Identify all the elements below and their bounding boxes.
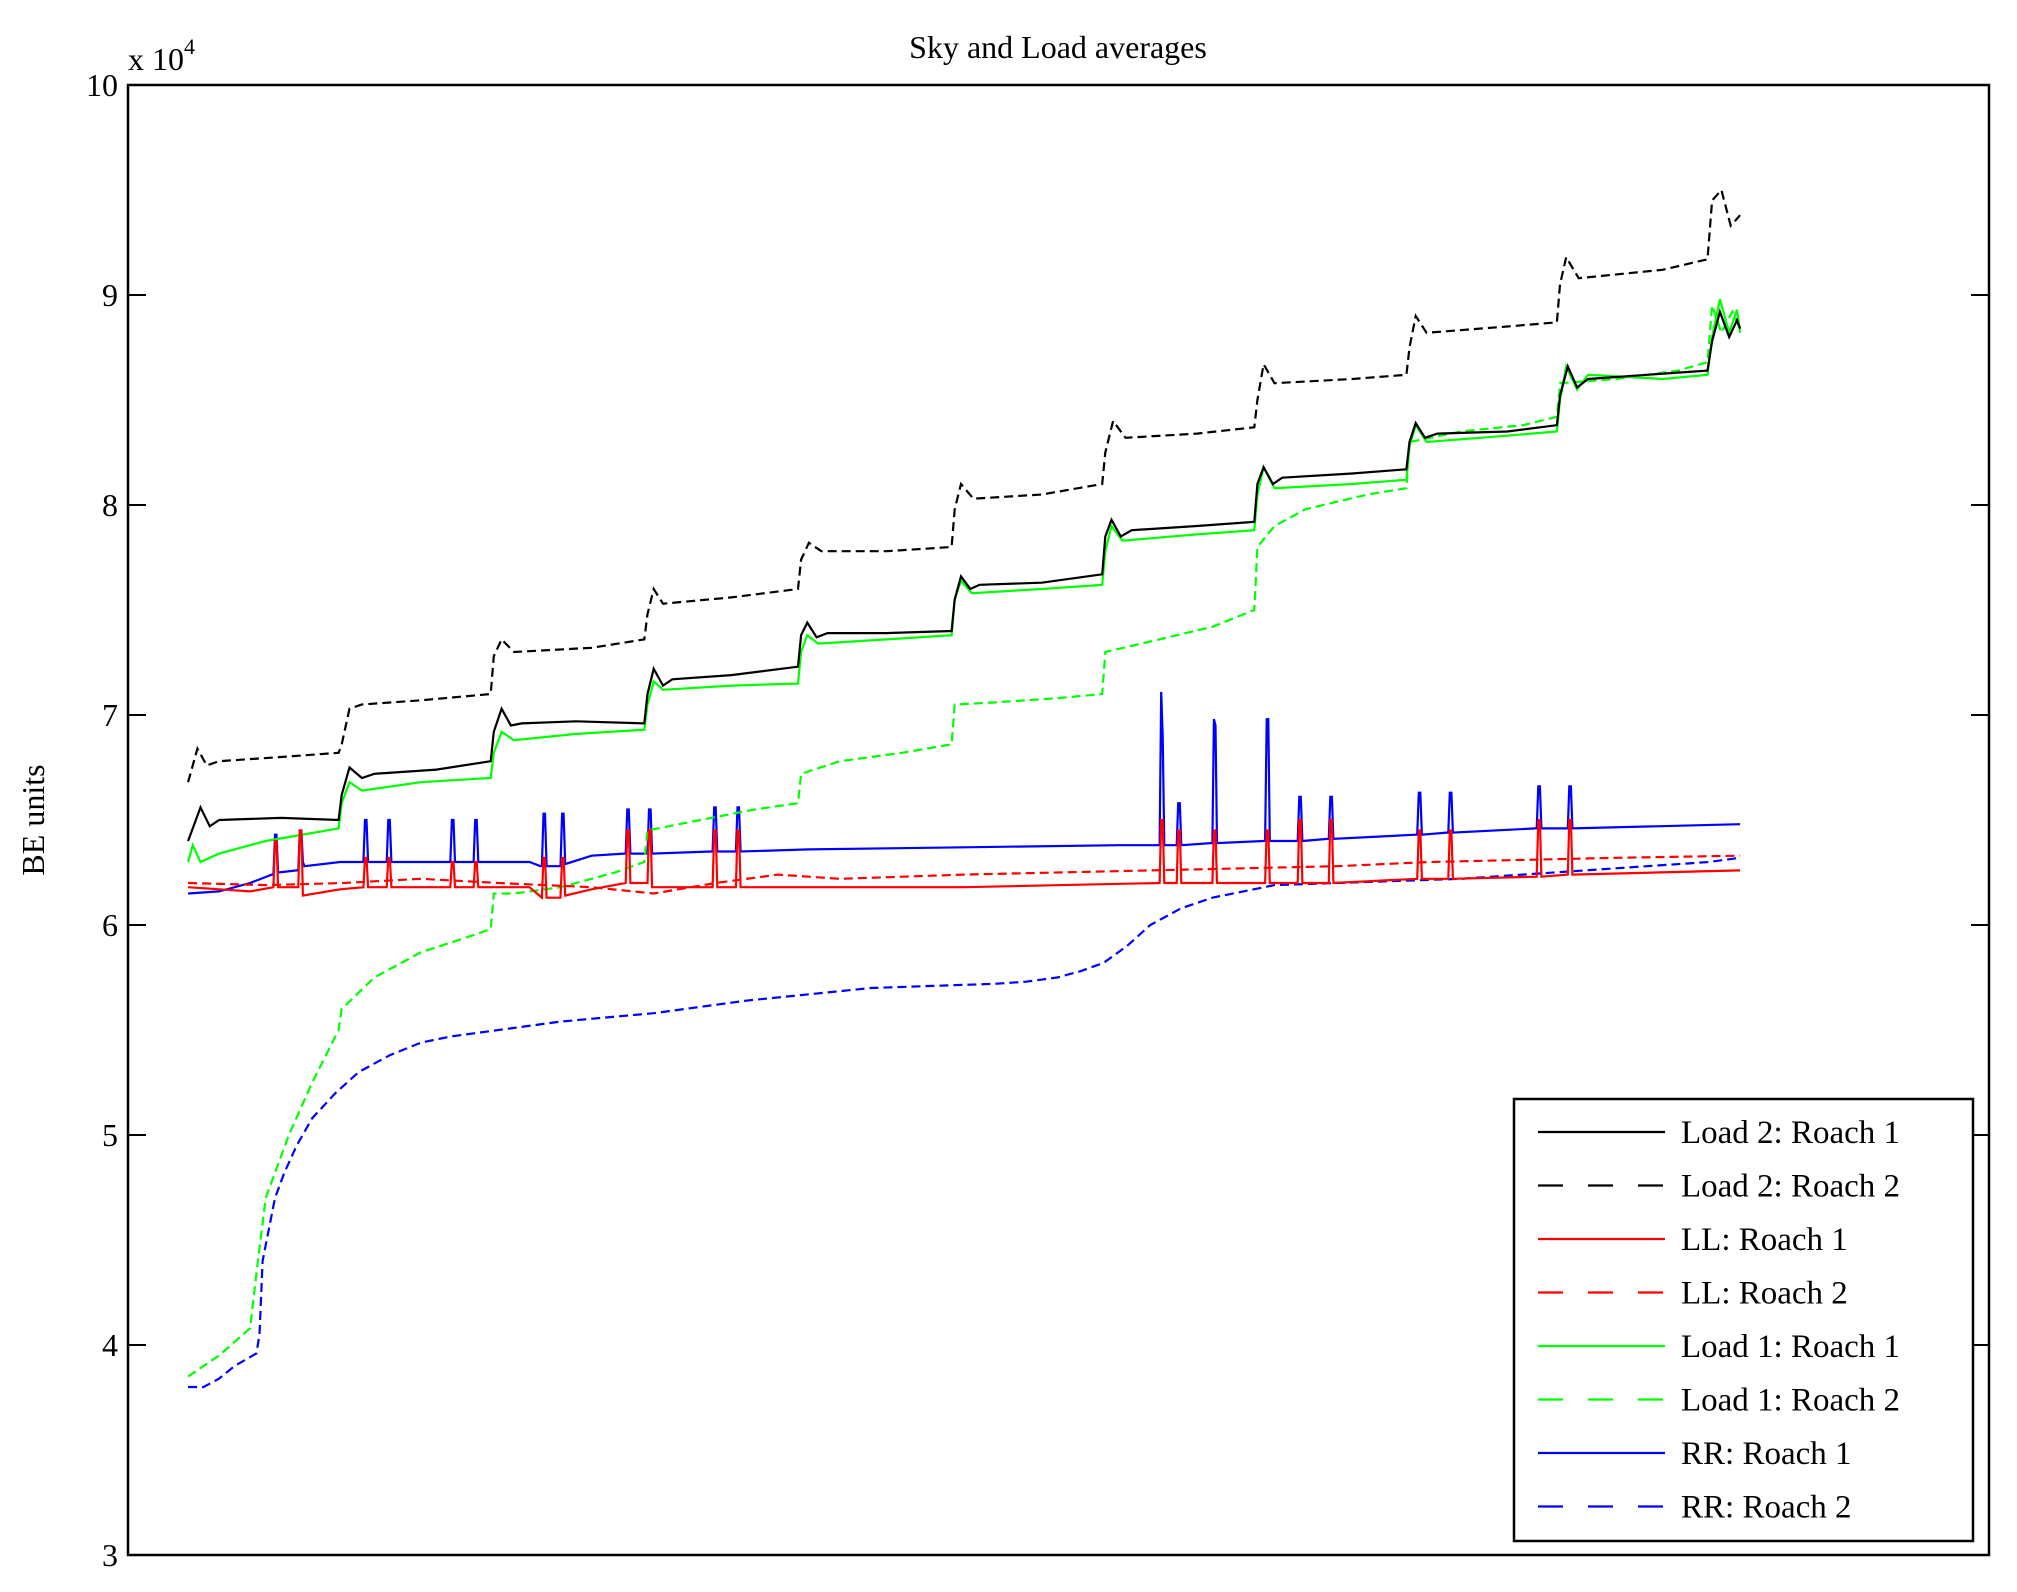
y-tick-label: 6 xyxy=(102,907,118,943)
legend-label: RR: Roach 2 xyxy=(1681,1490,1852,1526)
y-axis-label: BE units xyxy=(15,764,51,875)
y-tick-label: 8 xyxy=(102,487,118,523)
series-line-ll-roach-2 xyxy=(188,854,1741,895)
y-multiplier-base: x 10 xyxy=(128,41,184,77)
y-tick-label: 10 xyxy=(86,67,118,103)
plot-series xyxy=(187,187,1742,1389)
legend-label: LL: Roach 2 xyxy=(1681,1276,1848,1312)
y-multiplier-exponent: 4 xyxy=(184,34,195,59)
y-ticks: 3 4 5 6 7 8 9 10 xyxy=(86,67,1989,1573)
chart-title: Sky and Load averages xyxy=(909,29,1207,65)
series-line-rr-roach-1 xyxy=(188,691,1741,895)
legend-label: Load 2: Roach 2 xyxy=(1681,1169,1900,1205)
legend-label: Load 1: Roach 1 xyxy=(1681,1329,1900,1365)
series-line-ll-roach-1 xyxy=(188,818,1741,900)
y-tick-label: 5 xyxy=(102,1117,118,1153)
y-multiplier-label: x 104 xyxy=(128,34,195,77)
series-line-load-1-roach-2 xyxy=(187,305,1742,1378)
legend-label: RR: Roach 1 xyxy=(1681,1436,1852,1472)
legend-label: Load 2: Roach 1 xyxy=(1681,1115,1900,1151)
y-tick-label: 7 xyxy=(102,697,118,733)
legend-box xyxy=(1512,1097,1975,1543)
series-line-rr-roach-2 xyxy=(188,856,1741,1389)
series-line-load-2-roach-1 xyxy=(187,308,1742,842)
legend-label: Load 1: Roach 2 xyxy=(1681,1383,1900,1419)
legend: Load 2: Roach 1 Load 2: Roach 2 LL: Roach … xyxy=(1512,1097,1975,1543)
legend-label: LL: Roach 1 xyxy=(1681,1222,1848,1258)
y-tick-label: 9 xyxy=(102,277,118,313)
y-tick-label: 3 xyxy=(102,1537,118,1573)
axes-box xyxy=(126,83,1991,1557)
series-line-load-2-roach-2 xyxy=(187,187,1741,783)
y-tick-label: 4 xyxy=(102,1327,118,1363)
